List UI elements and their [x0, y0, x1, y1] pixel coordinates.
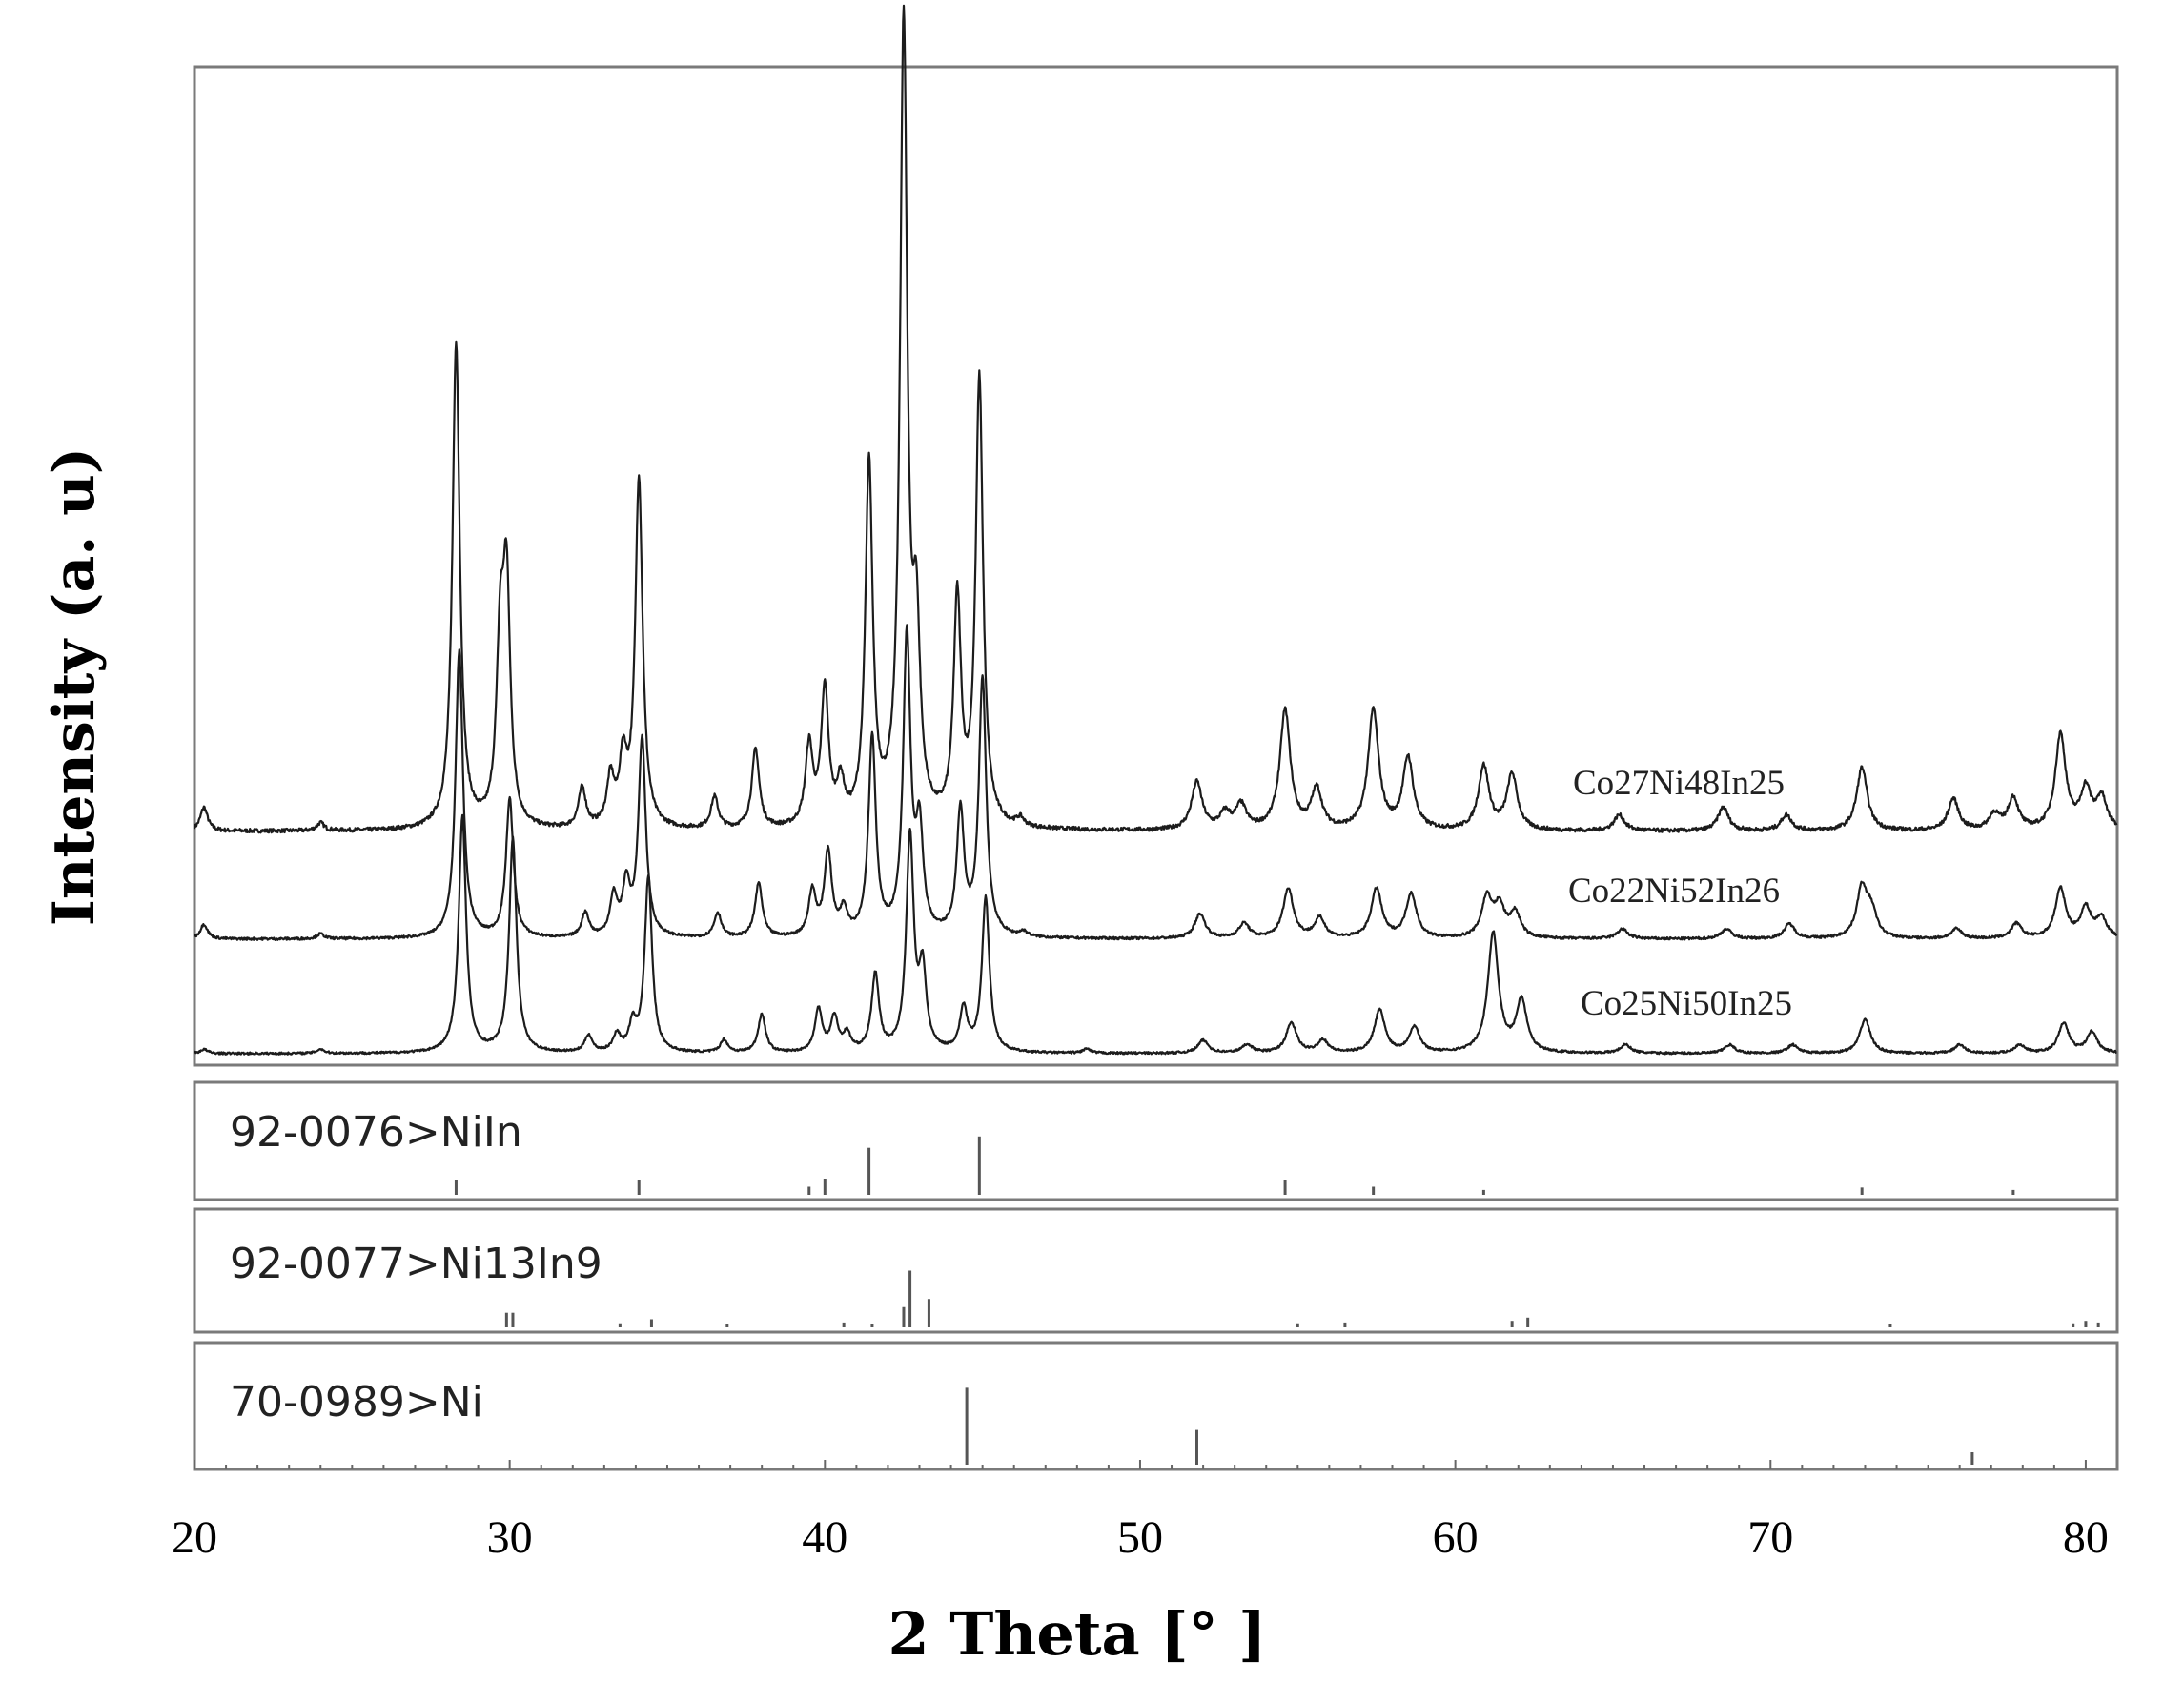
xrd-traces — [193, 4, 2118, 1056]
trace-co27ni48in25 — [193, 4, 2118, 834]
y-axis-title: Intensity (a. u) — [41, 447, 108, 926]
ref-label-ni13in9: 92-0077>Ni13In9 — [230, 1240, 602, 1288]
x-tick-label-60: 60 — [1433, 1512, 1479, 1563]
reference-lines — [454, 1136, 2100, 1465]
main-plot-frame — [193, 65, 2119, 1067]
x-tick-label-20: 20 — [172, 1512, 217, 1563]
series-label-co22ni52in26: Co22Ni52In26 — [1568, 872, 1780, 911]
x-tick-label-40: 40 — [802, 1512, 847, 1563]
x-tick-label-80: 80 — [2063, 1512, 2109, 1563]
ref-label-niin: 92-0076>NiIn — [230, 1108, 522, 1157]
ref-panel-ni13in9 — [193, 1207, 2119, 1334]
x-tick-label-70: 70 — [1747, 1512, 1793, 1563]
ref-panel-ni — [193, 1341, 2119, 1471]
trace-co22ni52in26 — [194, 624, 2118, 941]
series-label-co25ni50in25: Co25Ni50In25 — [1581, 984, 1792, 1023]
ref-panel-niin — [193, 1080, 2119, 1201]
x-axis-ticks — [194, 1460, 2087, 1469]
trace-co25ni50in25 — [194, 813, 2117, 1056]
ref-label-ni: 70-0989>Ni — [230, 1378, 483, 1427]
x-tick-labels: 20 30 40 50 60 70 80 — [172, 1512, 2109, 1563]
x-axis-title: 2 Theta [° ] — [888, 1599, 1266, 1669]
series-label-co27ni48in25: Co27Ni48In25 — [1573, 764, 1785, 803]
x-tick-label-30: 30 — [487, 1512, 533, 1563]
x-tick-label-50: 50 — [1117, 1512, 1163, 1563]
